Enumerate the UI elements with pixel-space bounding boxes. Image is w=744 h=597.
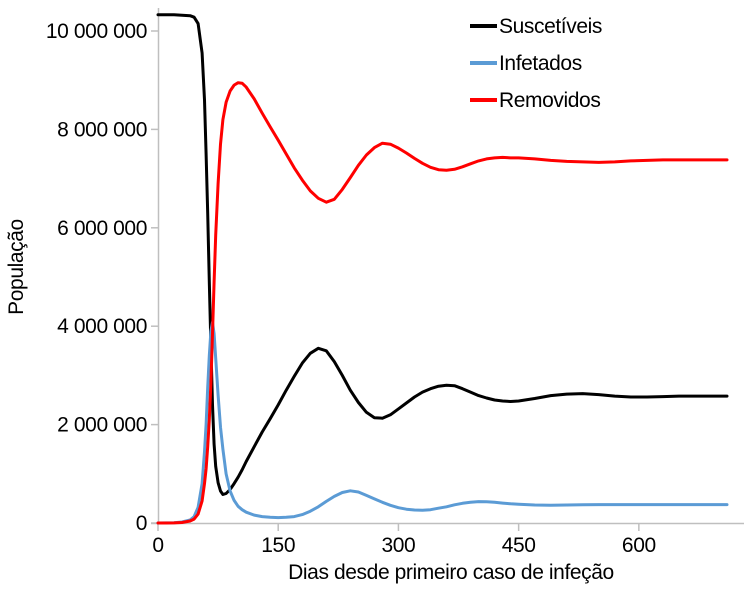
legend-line-swatch-infetados	[470, 61, 497, 65]
series-line-removidos	[156, 81, 729, 525]
x-tick-label: 0	[152, 534, 163, 557]
legend-item-infetados: Infetados	[470, 51, 602, 75]
y-tick-label: 2 000 000	[57, 414, 147, 437]
y-tick-label: 6 000 000	[57, 217, 147, 240]
y-tick-label: 10 000 000	[46, 20, 147, 43]
y-tick-label: 8 000 000	[57, 118, 147, 141]
x-tick-label: 600	[622, 534, 656, 557]
x-tick-label: 450	[502, 534, 536, 557]
y-axis-title: População	[5, 219, 28, 315]
legend-line-swatch-removidos	[470, 98, 497, 102]
series-line-infetados	[156, 320, 729, 525]
legend-label-suscetiveis: Suscetíveis	[499, 14, 602, 38]
y-tick-label: 4 000 000	[57, 315, 147, 338]
legend-label-infetados: Infetados	[499, 51, 582, 75]
legend-item-suscetiveis: Suscetíveis	[470, 14, 602, 38]
legend: Suscetíveis Infetados Removidos	[470, 14, 602, 125]
legend-line-swatch-suscetiveis	[470, 24, 497, 28]
y-tick-label: 0	[136, 512, 147, 535]
legend-label-removidos: Removidos	[499, 88, 601, 112]
x-tick-label: 300	[382, 534, 416, 557]
x-axis-title: Dias desde primeiro caso de infeção	[288, 561, 614, 584]
series-line-suscetiveis	[156, 13, 729, 496]
x-tick-label: 150	[261, 534, 295, 557]
legend-item-removidos: Removidos	[470, 88, 602, 112]
